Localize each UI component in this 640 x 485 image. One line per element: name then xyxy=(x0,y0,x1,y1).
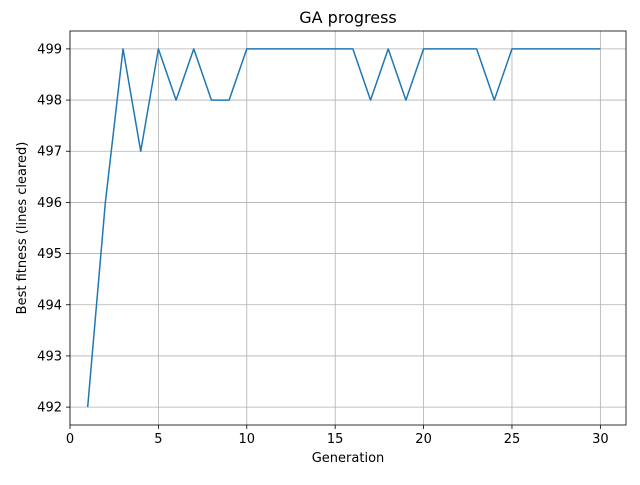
x-tick-label: 15 xyxy=(327,432,344,447)
y-tick-label: 493 xyxy=(37,349,62,364)
x-tick-label: 10 xyxy=(239,432,256,447)
y-axis-label: Best fitness (lines cleared) xyxy=(15,142,30,315)
grid xyxy=(69,31,626,425)
y-tick-label: 492 xyxy=(37,401,62,416)
y-tick-label: 499 xyxy=(37,42,62,57)
x-axis-label: Generation xyxy=(312,451,385,466)
ticks: 0 5 10 15 20 25 30 492 493 494 495 496 497 498 499 xyxy=(37,42,608,447)
x-tick-label: 5 xyxy=(154,432,162,447)
plot-frame xyxy=(69,30,627,426)
y-tick-label: 495 xyxy=(37,247,62,262)
y-tick-label: 497 xyxy=(37,145,62,160)
y-tick-label: 498 xyxy=(37,94,62,109)
x-tick-label: 30 xyxy=(592,432,609,447)
y-tick-label: 494 xyxy=(37,298,62,313)
y-tick-label: 496 xyxy=(37,196,62,211)
series-layer xyxy=(86,48,601,408)
x-tick-label: 20 xyxy=(415,432,432,447)
x-tick-label: 0 xyxy=(66,432,74,447)
series-line xyxy=(86,48,601,408)
x-tick-label: 25 xyxy=(504,432,521,447)
chart-title: GA progress xyxy=(299,8,397,27)
